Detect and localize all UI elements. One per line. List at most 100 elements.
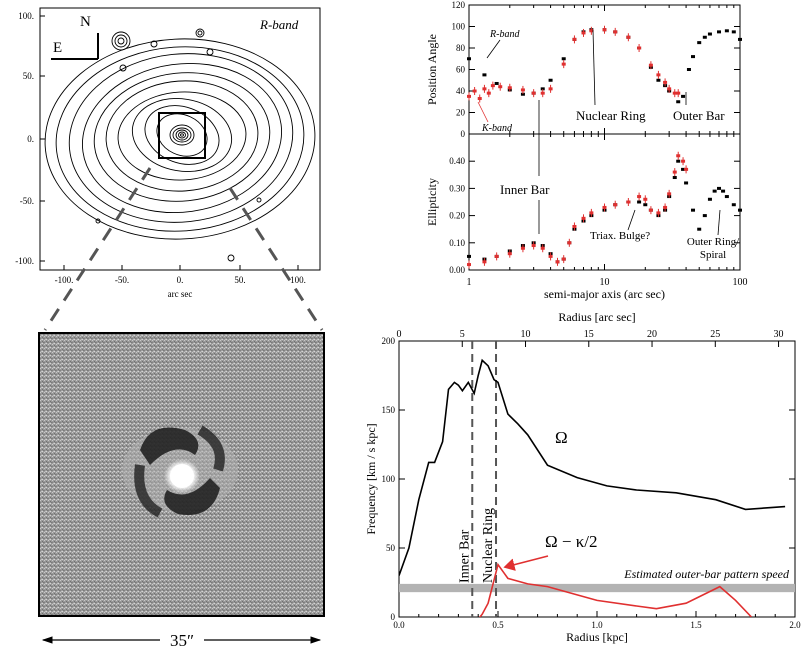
- data-point-k-band: [672, 91, 677, 95]
- annotation-outer-bar: Outer Bar: [673, 108, 725, 123]
- data-point-k-band: [613, 30, 618, 34]
- y-tick-label: 0.40: [449, 156, 465, 166]
- data-point-r-band: [656, 78, 661, 82]
- data-point-k-band: [467, 94, 471, 98]
- scale-label-bg: [160, 630, 204, 650]
- omega-line: [399, 358, 786, 576]
- data-point-k-band: [663, 80, 668, 84]
- data-point-k-band: [507, 252, 512, 256]
- y-tick-label: 120: [452, 0, 466, 10]
- data-point-k-band: [637, 195, 642, 199]
- annotation-triax-bulge: Triax. Bulge?: [590, 230, 650, 242]
- data-point-k-band: [589, 29, 594, 33]
- contour-x-ticks: -100. -50. 0. 50. 100.: [55, 265, 306, 285]
- data-point-r-band: [672, 176, 677, 180]
- y-tick-label: 200: [382, 336, 396, 346]
- annotation-outer-ring-line: Outer Ring/: [687, 236, 740, 248]
- contour-xlabel: arc sec: [168, 289, 193, 299]
- pattern-speed-band: [399, 583, 795, 593]
- data-point-k-band: [472, 89, 477, 93]
- data-point-r-band: [684, 181, 689, 185]
- nuclear-ring-feature: [122, 425, 238, 518]
- frequency-panel: Estimated outer-bar pattern speed 0.0 0.5 1…: [364, 310, 801, 644]
- data-point-k-band: [477, 97, 482, 101]
- data-point-k-band: [540, 91, 545, 95]
- data-point-r-band: [702, 35, 707, 39]
- data-point-k-band: [602, 205, 607, 209]
- annotation-nuclear-ring: Nuclear Ring: [576, 108, 646, 123]
- y-tick-label: 0: [461, 129, 466, 139]
- y-tick-label: 40: [456, 86, 466, 96]
- annotation-pointer: [486, 39, 501, 59]
- data-point-k-band: [520, 88, 525, 92]
- x2-tick-label: 10: [521, 329, 531, 340]
- x2-tick-label: 25: [710, 329, 720, 340]
- data-point-r-band: [697, 41, 702, 45]
- data-point-k-band: [555, 260, 560, 264]
- y-tick-label: 20: [456, 108, 466, 118]
- annotation-pointer: [477, 101, 489, 123]
- data-point-k-band: [648, 63, 653, 67]
- data-point-r-band: [738, 37, 742, 41]
- contour-ytick-label: -100.: [15, 256, 34, 266]
- zoom-box: [158, 112, 206, 159]
- data-point-k-band: [531, 91, 536, 95]
- data-point-k-band: [548, 87, 553, 91]
- x-axis-label: semi-major axis (arc sec): [544, 287, 665, 301]
- data-point-k-band: [482, 87, 487, 91]
- data-point-k-band: [567, 241, 572, 245]
- annotation-outer-ring: Outer Ring/Spiral: [687, 236, 740, 261]
- contour-xtick-label: 0.: [177, 275, 184, 285]
- data-point-k-band: [581, 31, 586, 35]
- contour-xtick-label: 100.: [290, 275, 306, 285]
- annotation-r-band: R-band: [489, 29, 520, 40]
- x-tick-label: 10: [600, 277, 610, 288]
- data-point-r-band: [681, 94, 686, 98]
- annotation-pointer: [717, 209, 721, 236]
- data-point-k-band: [676, 91, 681, 95]
- x-tick-label: 0.0: [393, 620, 405, 630]
- data-point-r-band: [643, 203, 648, 207]
- data-point-k-band: [572, 224, 577, 228]
- data-point-r-band: [482, 73, 487, 77]
- contour-xtick-label: -100.: [55, 275, 74, 285]
- data-point-k-band: [676, 154, 681, 158]
- data-point-r-band: [561, 57, 566, 61]
- data-point-r-band: [702, 214, 707, 218]
- annotation-arrow: [503, 555, 549, 571]
- vline-label: Nuclear Ring: [481, 508, 496, 583]
- contour-ytick-label: -50.: [20, 196, 34, 206]
- position-angle-panel: 0 20 40 60 80 100 120 Position Angle R-band K-ban…: [425, 0, 742, 139]
- x2-tick-label: 20: [647, 329, 657, 340]
- data-point-r-band: [691, 208, 696, 212]
- annotation-k-band: K-band: [481, 123, 513, 134]
- data-point-k-band: [490, 84, 495, 88]
- data-point-r-band: [467, 254, 471, 258]
- annotation-pointer: [627, 209, 636, 231]
- data-point-r-band: [494, 81, 499, 85]
- x-tick-label: 0.5: [492, 620, 504, 630]
- band-label: R-band: [259, 17, 299, 32]
- y-tick-label: 150: [382, 405, 396, 415]
- ellipticity-panel: 0.00 0.10 0.20 0.30 0.40 Ellipticity 1 10 100 sem…: [425, 100, 748, 301]
- y-tick-label: 0.00: [449, 265, 465, 275]
- data-point-k-band: [626, 35, 631, 39]
- data-point-k-band: [589, 211, 594, 215]
- data-point-k-band: [467, 263, 471, 267]
- annotation-inner-bar: Inner Bar: [500, 182, 550, 197]
- contour-ytick-label: 100.: [18, 11, 34, 21]
- isophote-contours: [44, 28, 316, 262]
- y-tick-label: 50: [386, 543, 396, 553]
- data-point-k-band: [643, 197, 648, 201]
- data-point-r-band: [676, 159, 681, 163]
- data-point-r-band: [738, 208, 742, 212]
- data-point-r-band: [724, 29, 729, 33]
- vline-label: Inner Bar: [457, 529, 472, 583]
- data-point-r-band: [637, 200, 642, 204]
- data-point-r-band: [724, 195, 729, 199]
- data-point-r-band: [697, 227, 702, 231]
- annotation-pointer: [592, 29, 596, 106]
- x-tick-label: 1: [467, 277, 472, 288]
- data-point-k-band: [494, 254, 499, 258]
- data-point-k-band: [667, 87, 672, 91]
